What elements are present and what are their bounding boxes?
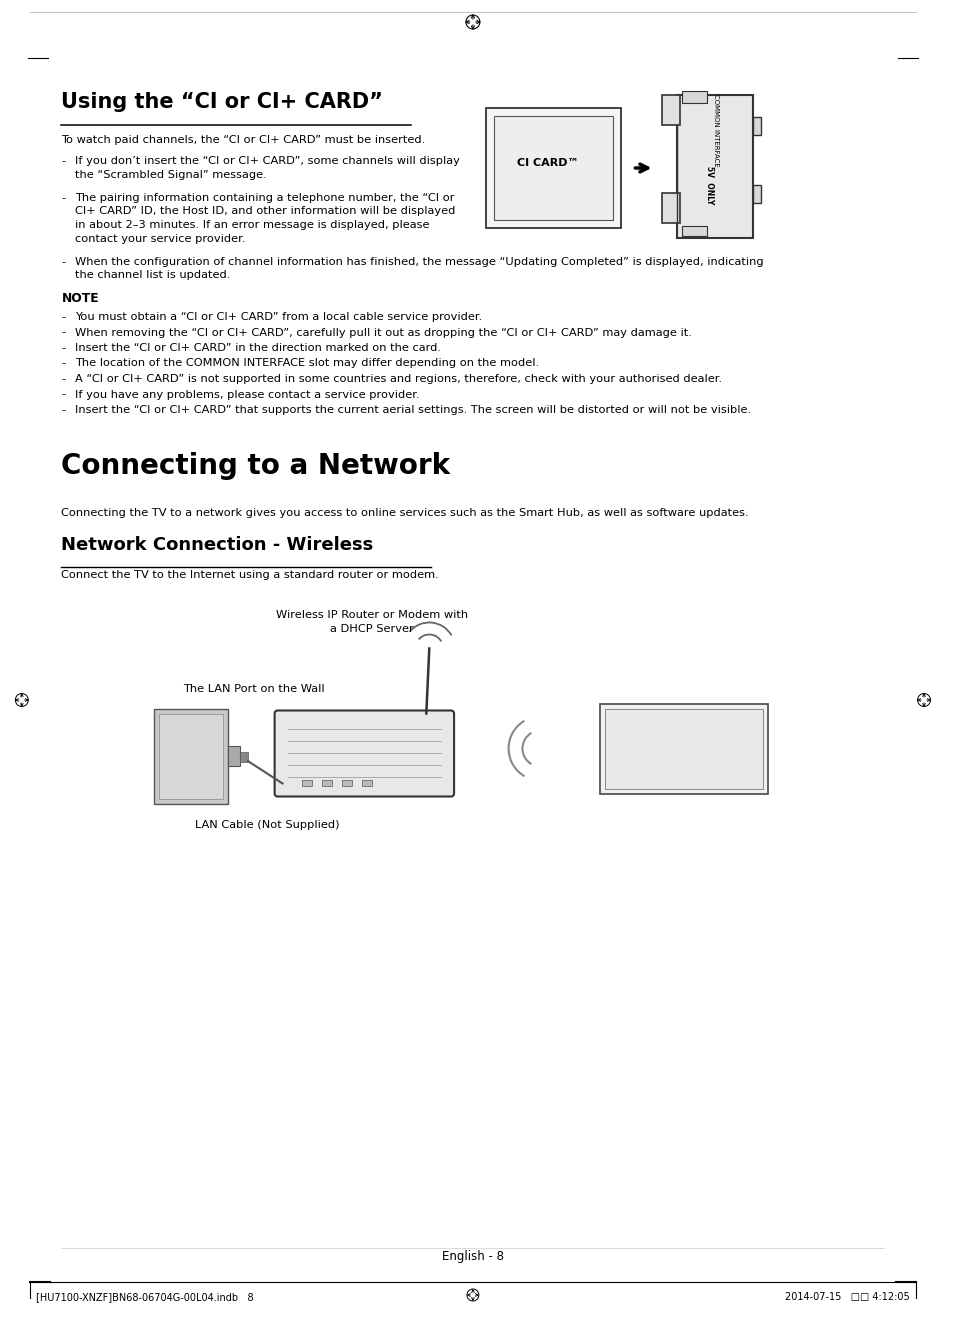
Bar [661, 95, 679, 125]
Text: -: - [61, 312, 66, 322]
Text: Insert the “CI or CI+ CARD” that supports the current aerial settings. The scree: Insert the “CI or CI+ CARD” that support… [75, 406, 751, 415]
Text: Network Connection - Wireless: Network Connection - Wireless [61, 536, 374, 555]
Text: the “Scrambled Signal” message.: the “Scrambled Signal” message. [75, 169, 267, 180]
Text: Connect the TV to the Internet using a standard router or modem.: Connect the TV to the Internet using a s… [61, 571, 438, 580]
Text: -: - [61, 156, 66, 166]
Text: English - 8: English - 8 [441, 1250, 503, 1263]
Text: -: - [61, 374, 66, 384]
Bar [302, 779, 312, 786]
Bar [239, 752, 248, 762]
Text: NOTE: NOTE [61, 292, 99, 305]
Text: The location of the COMMON INTERFACE slot may differ depending on the model.: The location of the COMMON INTERFACE slo… [75, 358, 538, 369]
Text: 5V  ONLY: 5V ONLY [704, 166, 714, 205]
Text: -: - [61, 328, 66, 337]
Text: If you don’t insert the “CI or CI+ CARD”, some channels will display: If you don’t insert the “CI or CI+ CARD”… [75, 156, 459, 166]
Text: The LAN Port on the Wall: The LAN Port on the Wall [183, 683, 325, 694]
Bar [153, 708, 228, 803]
Bar [158, 713, 223, 798]
Text: COMMON INTERFACE: COMMON INTERFACE [712, 94, 718, 166]
Text: -: - [61, 406, 66, 415]
Bar [604, 708, 762, 789]
Text: [HU7100-XNZF]BN68-06704G-00L04.indb   8: [HU7100-XNZF]BN68-06704G-00L04.indb 8 [35, 1292, 253, 1303]
Bar [681, 226, 706, 236]
Text: Wireless IP Router or Modem with: Wireless IP Router or Modem with [275, 610, 467, 621]
Text: a DHCP Server: a DHCP Server [330, 624, 414, 634]
Text: LAN Cable (Not Supplied): LAN Cable (Not Supplied) [195, 820, 339, 831]
Bar [677, 95, 753, 238]
Bar [661, 193, 679, 223]
Text: -: - [61, 343, 66, 353]
Bar [322, 779, 332, 786]
Text: Insert the “CI or CI+ CARD” in the direction marked on the card.: Insert the “CI or CI+ CARD” in the direc… [75, 343, 441, 353]
Text: CI+ CARD” ID, the Host ID, and other information will be displayed: CI+ CARD” ID, the Host ID, and other inf… [75, 206, 456, 217]
Bar [361, 779, 372, 786]
Text: 2014-07-15   □□ 4:12:05: 2014-07-15 □□ 4:12:05 [784, 1292, 909, 1303]
Text: Connecting to a Network: Connecting to a Network [61, 452, 450, 480]
Bar [753, 185, 760, 203]
Bar [681, 91, 706, 103]
Text: A “CI or CI+ CARD” is not supported in some countries and regions, therefore, ch: A “CI or CI+ CARD” is not supported in s… [75, 374, 721, 384]
Text: contact your service provider.: contact your service provider. [75, 234, 246, 243]
Bar [342, 779, 352, 786]
Text: the channel list is updated.: the channel list is updated. [75, 271, 231, 280]
Text: -: - [61, 390, 66, 399]
Text: -: - [61, 193, 66, 203]
Bar [753, 118, 760, 135]
Text: If you have any problems, please contact a service provider.: If you have any problems, please contact… [75, 390, 419, 399]
Text: When removing the “CI or CI+ CARD”, carefully pull it out as dropping the “CI or: When removing the “CI or CI+ CARD”, care… [75, 328, 692, 337]
Text: The pairing information containing a telephone number, the “CI or: The pairing information containing a tel… [75, 193, 455, 203]
Bar [228, 746, 239, 766]
Text: -: - [61, 258, 66, 267]
Text: Using the “CI or CI+ CARD”: Using the “CI or CI+ CARD” [61, 92, 383, 112]
Text: in about 2–3 minutes. If an error message is displayed, please: in about 2–3 minutes. If an error messag… [75, 221, 430, 230]
Text: When the configuration of channel information has finished, the message “Updatin: When the configuration of channel inform… [75, 258, 763, 267]
Bar [494, 116, 612, 221]
FancyBboxPatch shape [274, 711, 454, 797]
Text: -: - [61, 358, 66, 369]
Text: Connecting the TV to a network gives you access to online services such as the S: Connecting the TV to a network gives you… [61, 507, 748, 518]
Text: CI CARD™: CI CARD™ [517, 159, 578, 168]
Text: You must obtain a “CI or CI+ CARD” from a local cable service provider.: You must obtain a “CI or CI+ CARD” from … [75, 312, 482, 322]
Text: To watch paid channels, the “CI or CI+ CARD” must be inserted.: To watch paid channels, the “CI or CI+ C… [61, 135, 425, 145]
Bar [485, 108, 620, 229]
Bar [599, 704, 767, 794]
